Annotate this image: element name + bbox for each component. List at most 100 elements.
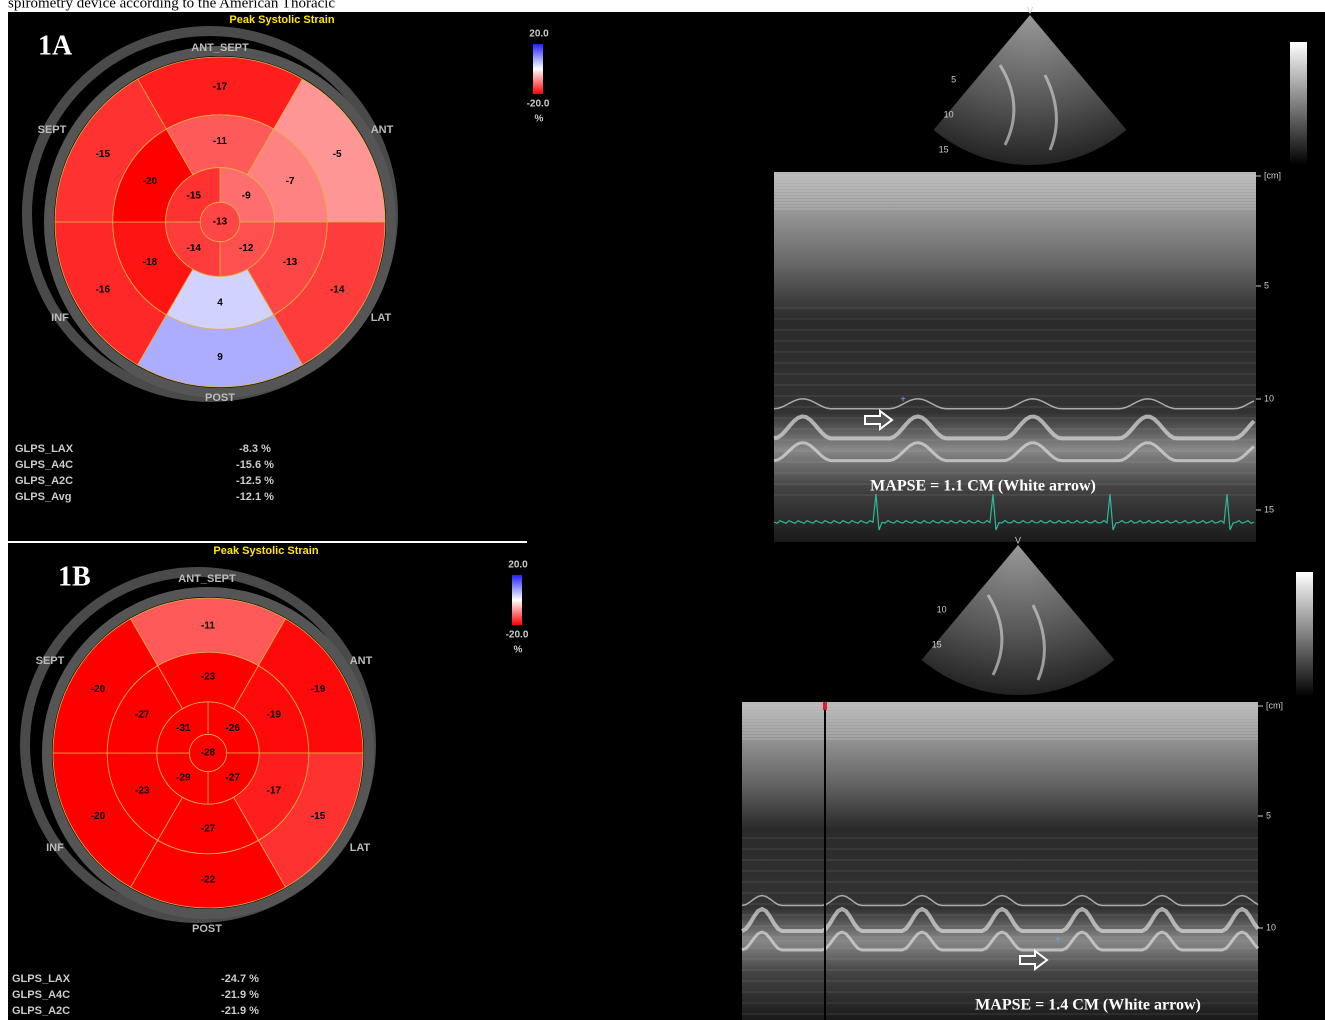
wall-label: INF — [46, 842, 64, 854]
depth-label: 10 — [1264, 393, 1274, 403]
mapse-label: MAPSE = 1.4 CM (White arrow) — [975, 997, 1201, 1014]
glps-value: -15.6 % — [236, 459, 274, 471]
m-mode — [774, 172, 1256, 542]
fan-label: 10 — [944, 109, 954, 119]
fan-label: 15 — [932, 639, 942, 649]
wall-label: INF — [51, 312, 69, 324]
segment-value: 4 — [217, 297, 223, 308]
glps-value: -12.5 % — [236, 475, 274, 487]
echo-fan — [921, 545, 1115, 695]
segment — [188, 734, 227, 773]
segment-value: 9 — [217, 352, 223, 363]
scale-max: 20.0 — [508, 560, 528, 571]
wall-label: ANT — [350, 655, 373, 667]
glps-value: -8.3 % — [239, 443, 271, 455]
scale-min: -20.0 — [527, 99, 550, 110]
m-mode-wave — [741, 894, 1259, 907]
segment-value: -20 — [91, 811, 106, 822]
glps-name: GLPS_LAX — [15, 443, 74, 455]
mapse-label: MAPSE = 1.1 CM (White arrow) — [870, 478, 1096, 495]
glps-value: -24.7 % — [221, 973, 259, 985]
segment-value: -14 — [330, 284, 345, 295]
segment-value: -23 — [135, 786, 150, 797]
glps-name: GLPS_A2C — [15, 475, 73, 487]
segment-value: -29 — [176, 772, 191, 783]
segment-value: -7 — [286, 176, 295, 187]
segment-value: -12 — [239, 243, 254, 254]
gray-bar — [1296, 572, 1313, 697]
segment-value: -22 — [201, 875, 216, 886]
wall-label: SEPT — [38, 124, 67, 136]
glps-name: GLPS_Avg — [15, 491, 71, 503]
caption: spirometry device according to the Ameri… — [8, 0, 335, 11]
wall-label: ANT_SEPT — [178, 573, 236, 585]
m-mode-wave — [773, 441, 1256, 463]
echo-structure — [998, 64, 1058, 151]
panel-label: 1B — [58, 561, 91, 592]
fan-label: 10 — [937, 604, 947, 614]
segment-value: -18 — [143, 257, 158, 268]
glps-name: GLPS_A4C — [15, 459, 73, 471]
wall-label: SEPT — [36, 655, 65, 667]
depth-label: [cm] — [1264, 170, 1281, 180]
segment-value: -11 — [201, 621, 215, 632]
segment-value: -23 — [201, 672, 216, 683]
segment-value: -15 — [96, 149, 111, 160]
panel-title: Peak Systolic Strain — [229, 14, 334, 26]
white-arrow — [864, 409, 894, 431]
segment-value: -5 — [333, 149, 342, 160]
ecg — [773, 493, 1255, 531]
panel-label: 1A — [38, 30, 73, 61]
segment-value: -13 — [283, 257, 298, 268]
echo-fan — [933, 15, 1127, 165]
scale-unit: % — [535, 114, 544, 125]
segment-value: -27 — [225, 772, 240, 783]
color-scale — [533, 44, 543, 94]
depth-label: 15 — [1264, 504, 1274, 514]
outer-ring — [44, 46, 396, 398]
segment-value: -14 — [187, 243, 202, 254]
segment-value: -17 — [213, 81, 228, 92]
wall-label: LAT — [371, 312, 392, 324]
segment-value: -26 — [225, 723, 240, 734]
color-scale — [512, 575, 522, 625]
wall-label: POST — [205, 392, 235, 404]
marker-cross: + — [1055, 935, 1061, 946]
m-mode-wave — [741, 906, 1260, 933]
fan-label: 15 — [939, 144, 949, 154]
m-mode-wave — [773, 398, 1255, 410]
segment-value: -16 — [96, 284, 111, 295]
wall-label: ANT_SEPT — [191, 42, 249, 54]
segment-value: -15 — [311, 811, 326, 822]
glps-value: -21.9 % — [221, 989, 259, 1001]
panel-title: Peak Systolic Strain — [213, 545, 318, 557]
segment-value: -27 — [135, 710, 150, 721]
white-arrow — [1019, 949, 1049, 971]
glps-name: GLPS_A2C — [12, 1005, 70, 1017]
gray-bar — [1290, 42, 1307, 165]
depth-label: [cm] — [1266, 700, 1283, 710]
segment-value: -13 — [213, 217, 228, 228]
scale-max: 20.0 — [529, 29, 549, 40]
m-mode — [742, 702, 1258, 1020]
glps-value: -12.1 % — [236, 491, 274, 503]
glps-name: GLPS_A4C — [12, 989, 70, 1001]
cursor-marker — [823, 702, 827, 710]
segment-value: -28 — [201, 748, 216, 759]
depth-label: 5 — [1266, 810, 1271, 820]
segment-value: -19 — [267, 710, 282, 721]
wall-label: POST — [192, 923, 222, 935]
outer-ring — [42, 587, 374, 919]
wall-label: LAT — [350, 842, 371, 854]
fan-label: V — [1015, 535, 1021, 545]
segment-value: -15 — [187, 190, 202, 201]
segment — [199, 201, 241, 243]
marker-cross: + — [900, 395, 906, 406]
segment-value: -31 — [176, 723, 191, 734]
m-mode-wave — [773, 414, 1256, 441]
segment-value: -20 — [91, 684, 106, 695]
depth-label: 5 — [1264, 280, 1269, 290]
segment-value: -19 — [311, 684, 326, 695]
segment-value: -9 — [242, 190, 251, 201]
